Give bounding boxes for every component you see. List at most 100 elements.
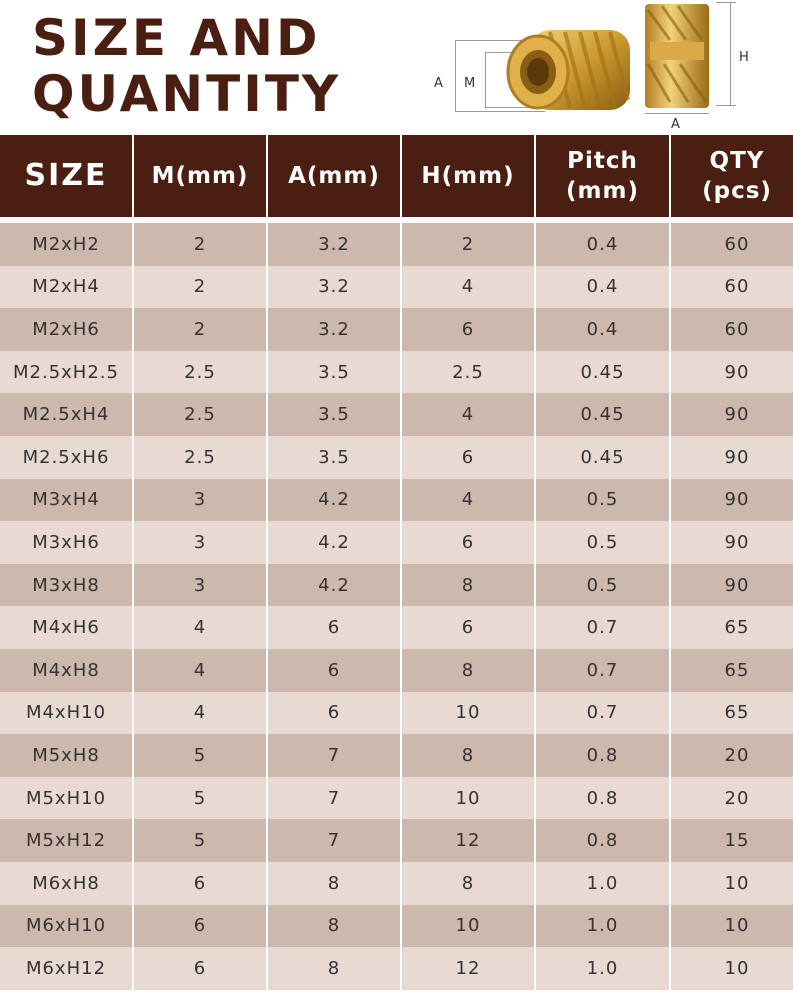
header-pitch: Pitch (mm) [536, 135, 669, 217]
label-a-left: A [434, 76, 443, 91]
table-cell-pitch: 0.45 [536, 393, 669, 436]
table-cell-m: 6 [134, 904, 266, 948]
table-cell-pitch: 1.0 [536, 861, 669, 905]
table-cell-h: 2 [402, 223, 534, 266]
table-cell-a: 6 [268, 606, 400, 649]
brass-insert-side-image [645, 4, 709, 108]
table-cell-size: M2xH4 [0, 265, 132, 309]
label-m: M [464, 76, 476, 91]
table-cell-pitch: 0.7 [536, 691, 669, 735]
table-cell-m: 6 [134, 861, 266, 905]
table-cell-a: 3.5 [268, 350, 400, 394]
size-table: SIZE M(mm) A(mm) H(mm) Pitch (mm) QTY (p… [0, 135, 793, 990]
table-cell-a: 7 [268, 776, 400, 820]
table-cell-a: 8 [268, 861, 400, 905]
table-cell-pitch: 0.5 [536, 521, 669, 564]
table-cell-size: M2.5xH2.5 [0, 350, 132, 394]
table-cell-size: M6xH12 [0, 947, 132, 990]
brass-insert-angled-image [506, 30, 630, 110]
table-cell-qty: 20 [671, 734, 793, 777]
table-cell-qty: 15 [671, 819, 793, 862]
table-cell-a: 4.2 [268, 563, 400, 607]
table-cell-m: 5 [134, 819, 266, 862]
table-cell-pitch: 0.8 [536, 734, 669, 777]
table-cell-qty: 10 [671, 861, 793, 905]
table-cell-h: 4 [402, 478, 534, 522]
table-cell-qty: 10 [671, 947, 793, 990]
title-line-2: QUANTITY [32, 65, 342, 123]
dim-a-line [455, 40, 456, 112]
table-cell-m: 2.5 [134, 393, 266, 436]
table-cell-h: 8 [402, 734, 534, 777]
table-cell-size: M2xH6 [0, 308, 132, 351]
table-cell-m: 4 [134, 648, 266, 692]
table-cell-pitch: 0.45 [536, 350, 669, 394]
table-cell-pitch: 0.4 [536, 265, 669, 309]
table-cell-pitch: 0.5 [536, 478, 669, 522]
table-cell-size: M5xH10 [0, 776, 132, 820]
table-cell-size: M2.5xH4 [0, 393, 132, 436]
table-cell-m: 6 [134, 947, 266, 990]
table-cell-pitch: 0.4 [536, 223, 669, 266]
table-cell-h: 4 [402, 393, 534, 436]
table-cell-h: 12 [402, 819, 534, 862]
table-cell-h: 6 [402, 606, 534, 649]
header-a: A(mm) [268, 135, 400, 217]
table-cell-qty: 90 [671, 435, 793, 479]
table-cell-h: 10 [402, 776, 534, 820]
dim-m-line [485, 52, 486, 107]
dim-a-bottom-line [645, 113, 709, 114]
table-cell-size: M5xH8 [0, 734, 132, 777]
table-cell-h: 8 [402, 563, 534, 607]
table-cell-a: 7 [268, 734, 400, 777]
table-cell-m: 2.5 [134, 350, 266, 394]
table-cell-qty: 65 [671, 648, 793, 692]
table-cell-a: 3.2 [268, 308, 400, 351]
table-cell-a: 6 [268, 691, 400, 735]
label-a-bottom: A [671, 117, 680, 132]
dim-a-top [455, 40, 545, 41]
table-cell-pitch: 0.4 [536, 308, 669, 351]
table-cell-a: 4.2 [268, 521, 400, 564]
table-cell-qty: 90 [671, 521, 793, 564]
table-cell-pitch: 1.0 [536, 947, 669, 990]
table-cell-pitch: 0.45 [536, 435, 669, 479]
table-cell-qty: 90 [671, 563, 793, 607]
table-cell-m: 2 [134, 223, 266, 266]
table-cell-qty: 60 [671, 265, 793, 309]
title-line-1: SIZE AND [32, 9, 321, 67]
label-h: H [739, 50, 749, 65]
table-cell-h: 6 [402, 435, 534, 479]
table-cell-size: M6xH10 [0, 904, 132, 948]
table-cell-pitch: 0.5 [536, 563, 669, 607]
table-cell-m: 2 [134, 308, 266, 351]
table-cell-a: 3.2 [268, 265, 400, 309]
header-h: H(mm) [402, 135, 534, 217]
dim-h-top [716, 2, 736, 3]
page-title: SIZE AND QUANTITY [32, 10, 341, 122]
table-cell-m: 3 [134, 521, 266, 564]
table-cell-qty: 90 [671, 478, 793, 522]
table-cell-qty: 65 [671, 606, 793, 649]
table-cell-qty: 90 [671, 393, 793, 436]
table-cell-h: 2.5 [402, 350, 534, 394]
table-cell-size: M2.5xH6 [0, 435, 132, 479]
header-m: M(mm) [134, 135, 266, 217]
table-cell-size: M4xH10 [0, 691, 132, 735]
table-cell-h: 6 [402, 521, 534, 564]
dim-h-line [730, 2, 731, 106]
table-cell-h: 6 [402, 308, 534, 351]
table-cell-a: 7 [268, 819, 400, 862]
table-cell-a: 6 [268, 648, 400, 692]
table-cell-m: 3 [134, 478, 266, 522]
table-cell-qty: 65 [671, 691, 793, 735]
table-cell-qty: 60 [671, 308, 793, 351]
table-cell-h: 8 [402, 861, 534, 905]
table-cell-a: 8 [268, 947, 400, 990]
table-cell-size: M2xH2 [0, 223, 132, 266]
insert-dimension-diagram: A M [430, 0, 793, 135]
table-cell-m: 3 [134, 563, 266, 607]
dim-m-bottom [485, 107, 530, 108]
table-cell-m: 5 [134, 776, 266, 820]
table-cell-size: M4xH8 [0, 648, 132, 692]
